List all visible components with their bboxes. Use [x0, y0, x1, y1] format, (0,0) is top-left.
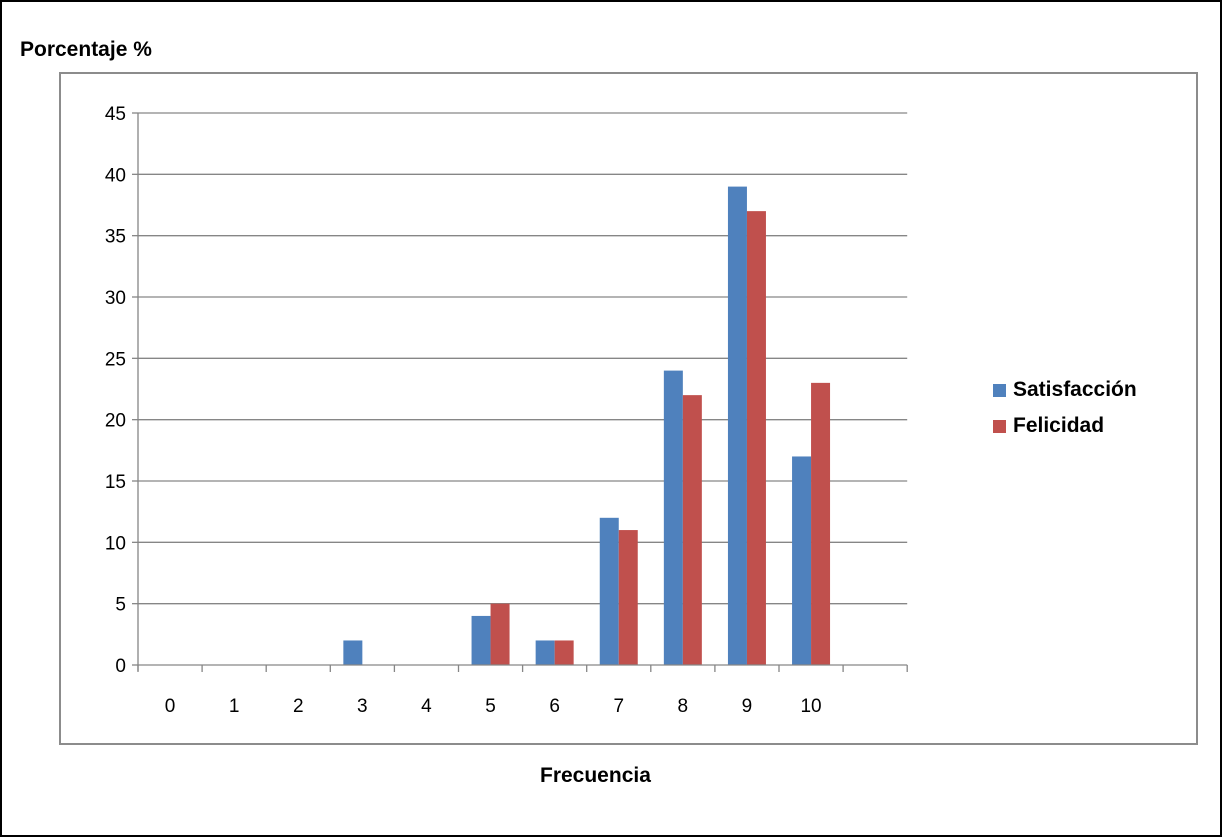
bar: [535, 640, 555, 665]
y-tick-label: 30: [105, 288, 126, 309]
y-tick-label: 25: [105, 349, 126, 370]
bar: [792, 456, 812, 665]
x-axis-title: Frecuencia: [540, 764, 651, 787]
bar: [343, 640, 363, 665]
x-tick-label: 6: [549, 696, 560, 717]
x-tick-label: 7: [613, 696, 624, 717]
bar: [811, 382, 831, 665]
bar: [663, 370, 683, 665]
bar: [471, 615, 491, 665]
y-tick-label: 45: [105, 104, 126, 125]
bar: [554, 640, 574, 665]
y-tick-label: 5: [115, 595, 126, 616]
x-tick-label: 4: [421, 696, 432, 717]
legend-swatch-felicidad: [993, 420, 1006, 433]
x-tick-label: 8: [678, 696, 689, 717]
bars: [343, 186, 831, 665]
x-tick-label: 9: [742, 696, 753, 717]
x-tick-label: 0: [165, 696, 176, 717]
axes: [132, 112, 908, 672]
y-tick-label: 40: [105, 165, 126, 186]
y-tick-label: 35: [105, 227, 126, 248]
x-tick-label: 3: [357, 696, 368, 717]
x-tick-label: 1: [229, 696, 240, 717]
bar: [490, 603, 510, 665]
y-tick-label: 10: [105, 533, 126, 554]
legend-swatch-satisfaccion: [993, 384, 1006, 397]
x-tick-label: 5: [485, 696, 496, 717]
legend-label-felicidad: Felicidad: [1013, 414, 1105, 437]
plot-area-frame: [59, 72, 1198, 745]
bar: [618, 530, 638, 665]
x-tick-label: 2: [293, 696, 304, 717]
y-axis-title: Porcentaje %: [20, 38, 152, 61]
bar: [682, 395, 702, 665]
x-tick-label: 10: [800, 696, 821, 717]
gridlines: [138, 112, 908, 605]
y-tick-label: 20: [105, 411, 126, 432]
y-tick-label: 0: [115, 656, 126, 677]
legend-label-satisfaccion: Satisfacción: [1013, 378, 1137, 401]
bar: [727, 186, 747, 665]
bar: [746, 211, 766, 665]
bar: [599, 517, 619, 665]
y-tick-label: 15: [105, 472, 126, 493]
